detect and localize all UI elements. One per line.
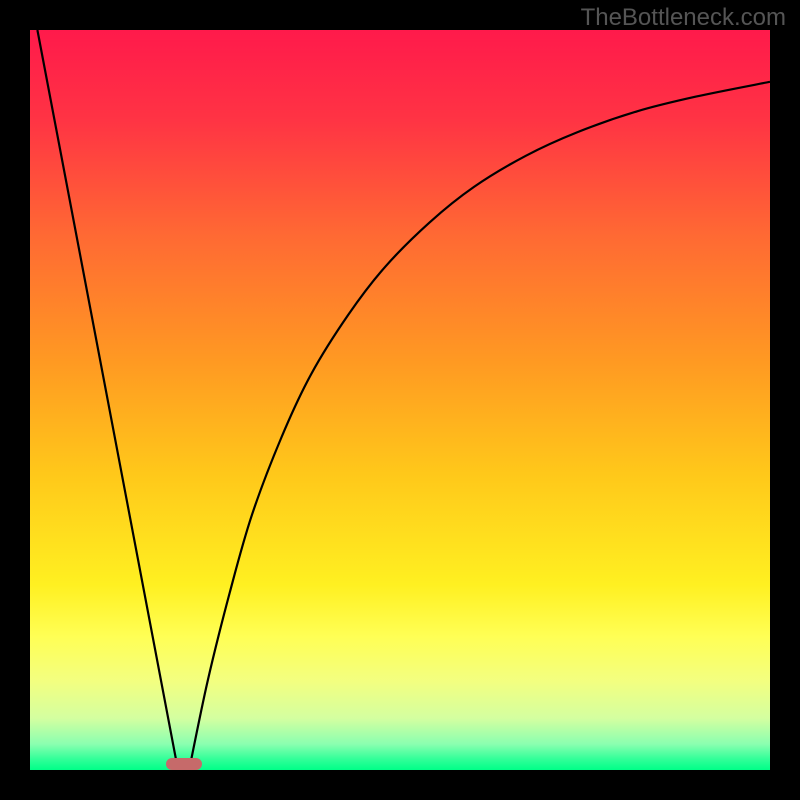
plot-area [30,30,770,770]
watermark-text: TheBottleneck.com [581,4,786,32]
result-marker [166,758,202,770]
bottleneck-curve [30,30,770,770]
figure-stage: TheBottleneck.com [0,0,800,800]
